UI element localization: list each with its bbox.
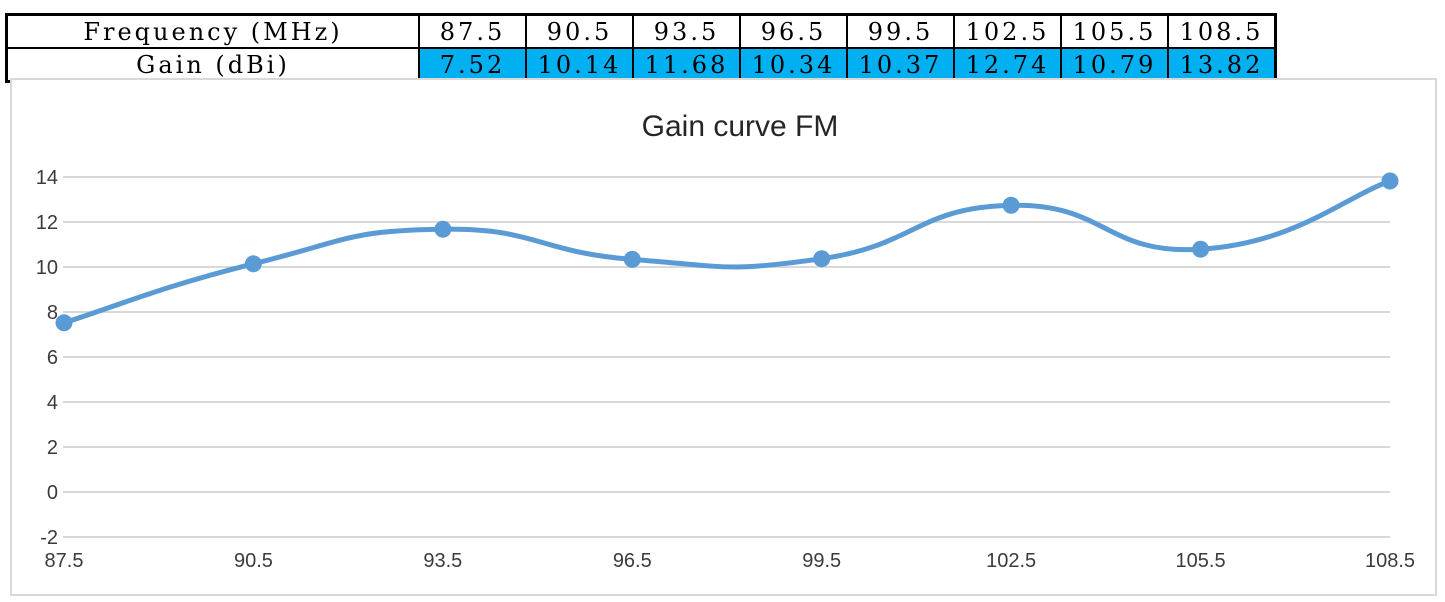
x-axis-label: 93.5 — [423, 550, 462, 572]
row-label: Frequency (MHz) — [5, 13, 420, 49]
data-point-marker — [434, 220, 452, 238]
table-cell: 102.5 — [953, 13, 1062, 49]
data-point-marker — [244, 255, 262, 273]
table-row: Gain (dBi) 7.52 10.14 11.68 10.34 10.37 12.74 1… — [5, 47, 1277, 83]
table-cell: 12.74 — [953, 47, 1062, 83]
table-cell: 7.52 — [418, 47, 527, 83]
x-axis-label: 108.5 — [1365, 550, 1415, 572]
table-cell: 10.37 — [846, 47, 955, 83]
table-cell: 10.34 — [739, 47, 848, 83]
x-axis-label: 90.5 — [234, 550, 273, 572]
x-axis-label: 102.5 — [986, 550, 1036, 572]
x-axis-label: 99.5 — [802, 550, 841, 572]
table-cell: 105.5 — [1060, 13, 1169, 49]
y-axis-label: -2 — [40, 527, 58, 549]
data-point-marker — [1002, 196, 1020, 214]
table-cell: 10.79 — [1060, 47, 1169, 83]
gain-chart: Gain curve FM 14 12 10 8 6 4 2 0 -2 87.5 90.5 93.5 9… — [10, 78, 1437, 596]
table-cell: 13.82 — [1167, 47, 1277, 83]
y-axis-label: 6 — [47, 347, 58, 369]
series-line — [61, 178, 1393, 326]
y-axis-label: 14 — [36, 167, 58, 189]
x-axis-label: 105.5 — [1176, 550, 1226, 572]
data-point-marker — [623, 250, 641, 268]
row-label: Gain (dBi) — [5, 47, 420, 83]
table-cell: 90.5 — [525, 13, 634, 49]
table-cell: 108.5 — [1167, 13, 1277, 49]
y-axis-label: 8 — [47, 302, 58, 324]
y-axis-label: 12 — [36, 212, 58, 234]
x-axis-label: 96.5 — [613, 550, 652, 572]
data-point-marker — [1381, 172, 1399, 190]
table-body: Frequency (MHz) 87.5 90.5 93.5 96.5 99.5 102.5… — [5, 13, 1277, 83]
y-axis-label: 2 — [47, 437, 58, 459]
table-cell: 96.5 — [739, 13, 848, 49]
frequency-gain-table: Frequency (MHz) 87.5 90.5 93.5 96.5 99.5 102.5… — [5, 13, 1277, 83]
table-cell: 99.5 — [846, 13, 955, 49]
data-point-marker — [55, 314, 73, 332]
table-row: Frequency (MHz) 87.5 90.5 93.5 96.5 99.5 102.5… — [5, 13, 1277, 49]
y-axis-label: 0 — [47, 482, 58, 504]
y-axis-label: 10 — [36, 257, 58, 279]
line-plot: 14 12 10 8 6 4 2 0 -287.5 90.5 93.5 96.5 99.5 102.5 10… — [36, 167, 1415, 572]
table-cell: 10.14 — [525, 47, 634, 83]
x-axis-label: 87.5 — [45, 550, 84, 572]
table-cell: 11.68 — [632, 47, 741, 83]
table-cell: 93.5 — [632, 13, 741, 49]
y-axis-label: 4 — [47, 392, 58, 414]
chart-title: Gain curve FM — [641, 110, 839, 143]
table-cell: 87.5 — [418, 13, 527, 49]
data-point-marker — [1192, 240, 1210, 258]
data-point-marker — [813, 250, 831, 268]
